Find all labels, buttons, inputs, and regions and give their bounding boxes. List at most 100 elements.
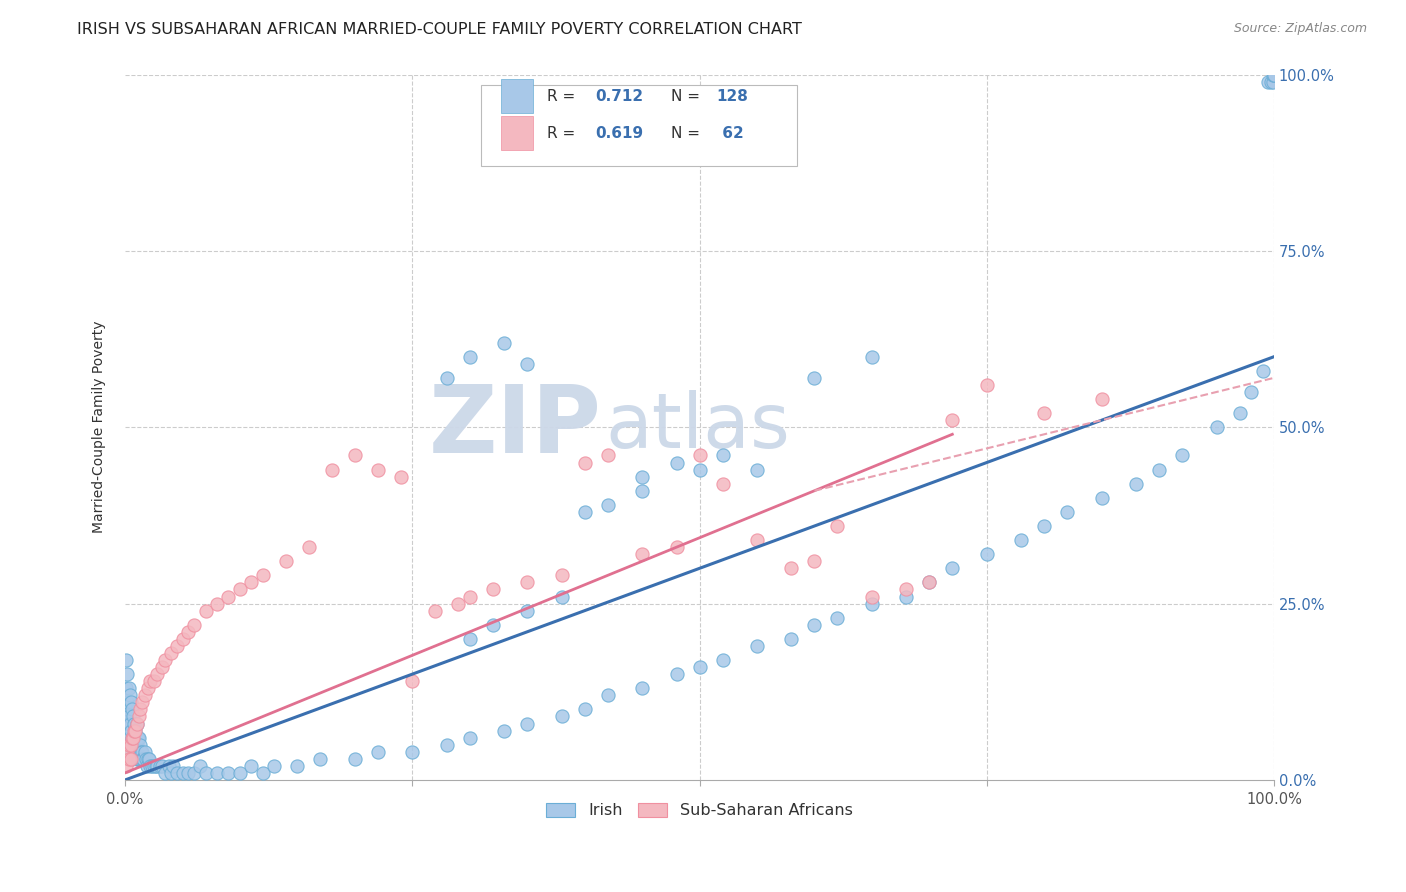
Point (115, 653, 138, 667)
Point (976, 378, 998, 392)
Point (665, 540, 688, 554)
Point (118, 688, 141, 702)
Point (117, 695, 139, 709)
Point (138, 752, 160, 766)
Point (205, 597, 228, 611)
Point (745, 462, 768, 476)
Point (120, 738, 142, 752)
Point (194, 604, 217, 618)
Point (142, 674, 165, 689)
Point (287, 759, 309, 773)
Point (125, 752, 148, 766)
Point (343, 752, 366, 766)
Text: atlas: atlas (606, 390, 790, 464)
Point (118, 716, 141, 731)
Text: R =: R = (547, 126, 579, 141)
Point (447, 597, 470, 611)
Point (121, 731, 143, 745)
Point (896, 582, 918, 597)
Point (117, 745, 139, 759)
Point (117, 667, 139, 681)
Point (125, 716, 148, 731)
Point (494, 335, 516, 350)
Point (240, 759, 263, 773)
Point (146, 667, 169, 681)
Point (150, 759, 173, 773)
Point (218, 765, 240, 780)
Point (745, 533, 768, 547)
Point (596, 498, 619, 512)
Point (516, 604, 538, 618)
Point (155, 765, 177, 780)
Point (274, 554, 297, 568)
Point (135, 752, 157, 766)
Point (1261, 74, 1284, 88)
Point (860, 350, 883, 364)
Point (343, 449, 366, 463)
Point (166, 639, 188, 653)
Point (689, 449, 711, 463)
Text: N =: N = (671, 89, 704, 104)
Point (803, 617, 825, 632)
Text: Source: ZipAtlas.com: Source: ZipAtlas.com (1233, 22, 1367, 36)
Point (1229, 406, 1251, 420)
Point (125, 738, 148, 752)
Point (121, 702, 143, 716)
Point (860, 590, 883, 604)
Y-axis label: Married-Couple Family Poverty: Married-Couple Family Poverty (93, 321, 107, 533)
Point (115, 759, 138, 773)
Point (367, 745, 389, 759)
Point (550, 568, 572, 582)
Point (166, 765, 188, 780)
Point (229, 765, 252, 780)
Point (134, 688, 156, 702)
Text: N =: N = (671, 126, 704, 141)
Point (689, 660, 711, 674)
Point (118, 738, 141, 752)
Point (121, 752, 143, 766)
Point (860, 597, 883, 611)
Point (745, 639, 768, 653)
Point (665, 456, 688, 470)
Point (117, 738, 139, 752)
Point (689, 462, 711, 476)
Point (160, 646, 183, 660)
Point (117, 752, 139, 766)
Point (976, 547, 998, 561)
Point (131, 745, 153, 759)
Point (436, 371, 458, 385)
Point (127, 731, 149, 745)
Point (129, 702, 152, 716)
Point (142, 759, 165, 773)
Point (124, 723, 146, 738)
Point (122, 731, 145, 745)
Point (117, 716, 139, 731)
Point (1033, 519, 1056, 533)
Point (145, 759, 167, 773)
Point (803, 371, 825, 385)
Point (425, 604, 447, 618)
Point (120, 745, 142, 759)
Point (139, 759, 162, 773)
Point (129, 738, 152, 752)
Point (117, 709, 139, 723)
Text: ZIP: ZIP (429, 381, 602, 474)
Text: IRISH VS SUBSAHARAN AFRICAN MARRIED-COUPLE FAMILY POVERTY CORRELATION CHART: IRISH VS SUBSAHARAN AFRICAN MARRIED-COUP… (77, 22, 803, 37)
Point (1033, 406, 1056, 420)
Point (252, 568, 274, 582)
Point (918, 575, 941, 590)
Point (1251, 364, 1274, 378)
Point (1205, 420, 1227, 434)
Point (177, 765, 200, 780)
Point (458, 350, 481, 364)
Text: R =: R = (547, 89, 579, 104)
FancyBboxPatch shape (481, 85, 797, 166)
Point (298, 540, 321, 554)
Point (896, 590, 918, 604)
Point (139, 674, 162, 689)
Point (481, 582, 503, 597)
Point (117, 738, 139, 752)
Point (135, 759, 157, 773)
Point (183, 765, 205, 780)
Point (172, 632, 194, 646)
